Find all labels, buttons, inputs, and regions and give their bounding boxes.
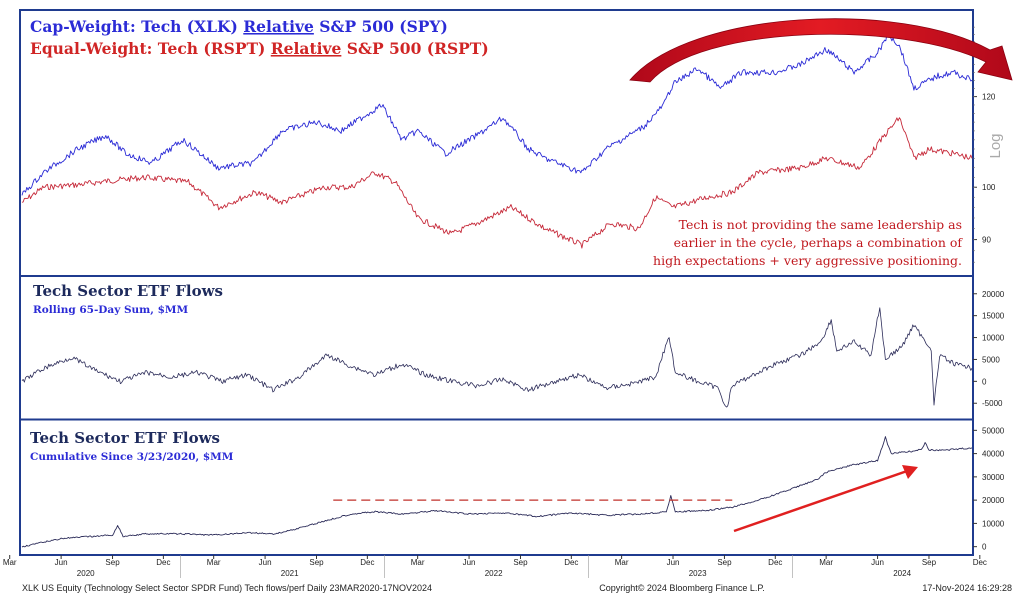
x-tick-label: Sep: [922, 558, 937, 567]
log-scale-label: Log: [987, 133, 1004, 158]
x-tick-label: Jun: [463, 558, 476, 567]
y-tick-label: 10000: [982, 334, 1005, 343]
y-tick-label: 20000: [982, 290, 1005, 299]
year-label: 2024: [893, 569, 911, 578]
x-tick-label: Sep: [717, 558, 732, 567]
x-tick-label: Mar: [615, 558, 629, 567]
annotation-line: Tech is not providing the same leadershi…: [679, 217, 962, 232]
x-tick-label: Jun: [871, 558, 884, 567]
axes-layer: 90 100 120 Log -5000 0 5000 10000 15000 20000 0 100…: [3, 26, 1005, 578]
y-tick-label: 0: [982, 377, 987, 386]
y-tick-label: 20000: [982, 496, 1005, 505]
x-tick-label: Mar: [411, 558, 425, 567]
text-layer: Cap-Weight: Tech (XLK) Relative S&P 500 …: [22, 17, 1012, 593]
panel-title: Tech Sector ETF Flows: [33, 282, 223, 300]
y-tick-label: 30000: [982, 473, 1005, 482]
panel-subtitle: Rolling 65-Day Sum, $MM: [33, 304, 189, 316]
footer-right: 17-Nov-2024 16:29:28: [922, 583, 1012, 593]
x-tick-label: Mar: [819, 558, 833, 567]
annotation-line: earlier in the cycle, perhaps a combinat…: [674, 235, 964, 250]
title-part: S&P 500 (SPY): [314, 17, 448, 36]
series-layer: [21, 32, 973, 548]
y-tick-label: 0: [982, 543, 987, 552]
decor-layer: [333, 18, 1013, 533]
x-tick-label: Dec: [156, 558, 170, 567]
series-line-equal-weight: [21, 117, 973, 249]
footer-center: Copyright© 2024 Bloomberg Finance L.P.: [599, 583, 765, 593]
x-tick-label: Mar: [3, 558, 17, 567]
title-part: Relative: [271, 39, 342, 58]
panel-subtitle: Cumulative Since 3/23/2020, $MM: [30, 451, 234, 463]
outer-frame: [19, 9, 974, 556]
x-tick-label: Mar: [207, 558, 221, 567]
y-tick-label: 15000: [982, 312, 1005, 321]
y-tick-label: 40000: [982, 450, 1005, 459]
title-part: Relative: [243, 17, 314, 36]
x-tick-label: Dec: [564, 558, 578, 567]
x-tick-label: Dec: [768, 558, 782, 567]
panel-title: Tech Sector ETF Flows: [30, 429, 220, 447]
title-part: Cap-Weight: Tech (XLK): [30, 17, 243, 36]
panel-frames: [19, 9, 974, 556]
y-tick-label: 5000: [982, 355, 1000, 364]
y-tick-label: -5000: [982, 399, 1003, 408]
x-tick-label: Sep: [513, 558, 528, 567]
year-label: 2022: [485, 569, 503, 578]
trend-arrow-head: [902, 465, 918, 479]
x-tick-label: Jun: [667, 558, 680, 567]
x-tick-label: Sep: [105, 558, 120, 567]
annotation-line: high expectations + very aggressive posi…: [653, 253, 962, 268]
series-line-cumulative: [21, 436, 973, 548]
title-part: Equal-Weight: Tech (RSPT): [30, 39, 271, 58]
series-line-cap-weight: [21, 32, 973, 196]
chart-title-line: Cap-Weight: Tech (XLK) Relative S&P 500 …: [30, 17, 448, 36]
trend-arrow-shaft: [733, 468, 911, 533]
y-tick-label: 120: [982, 93, 996, 102]
y-tick-label: 50000: [982, 426, 1005, 435]
y-tick-label: 100: [982, 183, 996, 192]
year-label: 2021: [281, 569, 299, 578]
title-part: S&P 500 (RSPT): [341, 39, 488, 58]
y-tick-label: 10000: [982, 519, 1005, 528]
year-label: 2023: [689, 569, 707, 578]
x-tick-label: Dec: [360, 558, 374, 567]
series-line-rolling-sum: [21, 307, 973, 408]
chart-title-line: Equal-Weight: Tech (RSPT) Relative S&P 5…: [30, 39, 489, 58]
x-tick-label: Jun: [55, 558, 68, 567]
curved-arrow: [629, 18, 1013, 83]
y-tick-label: 90: [982, 236, 991, 245]
x-tick-label: Sep: [309, 558, 324, 567]
x-tick-label: Dec: [973, 558, 987, 567]
year-label: 2020: [77, 569, 95, 578]
x-tick-label: Jun: [259, 558, 272, 567]
footer-left: XLK US Equity (Technology Select Sector …: [22, 583, 432, 593]
